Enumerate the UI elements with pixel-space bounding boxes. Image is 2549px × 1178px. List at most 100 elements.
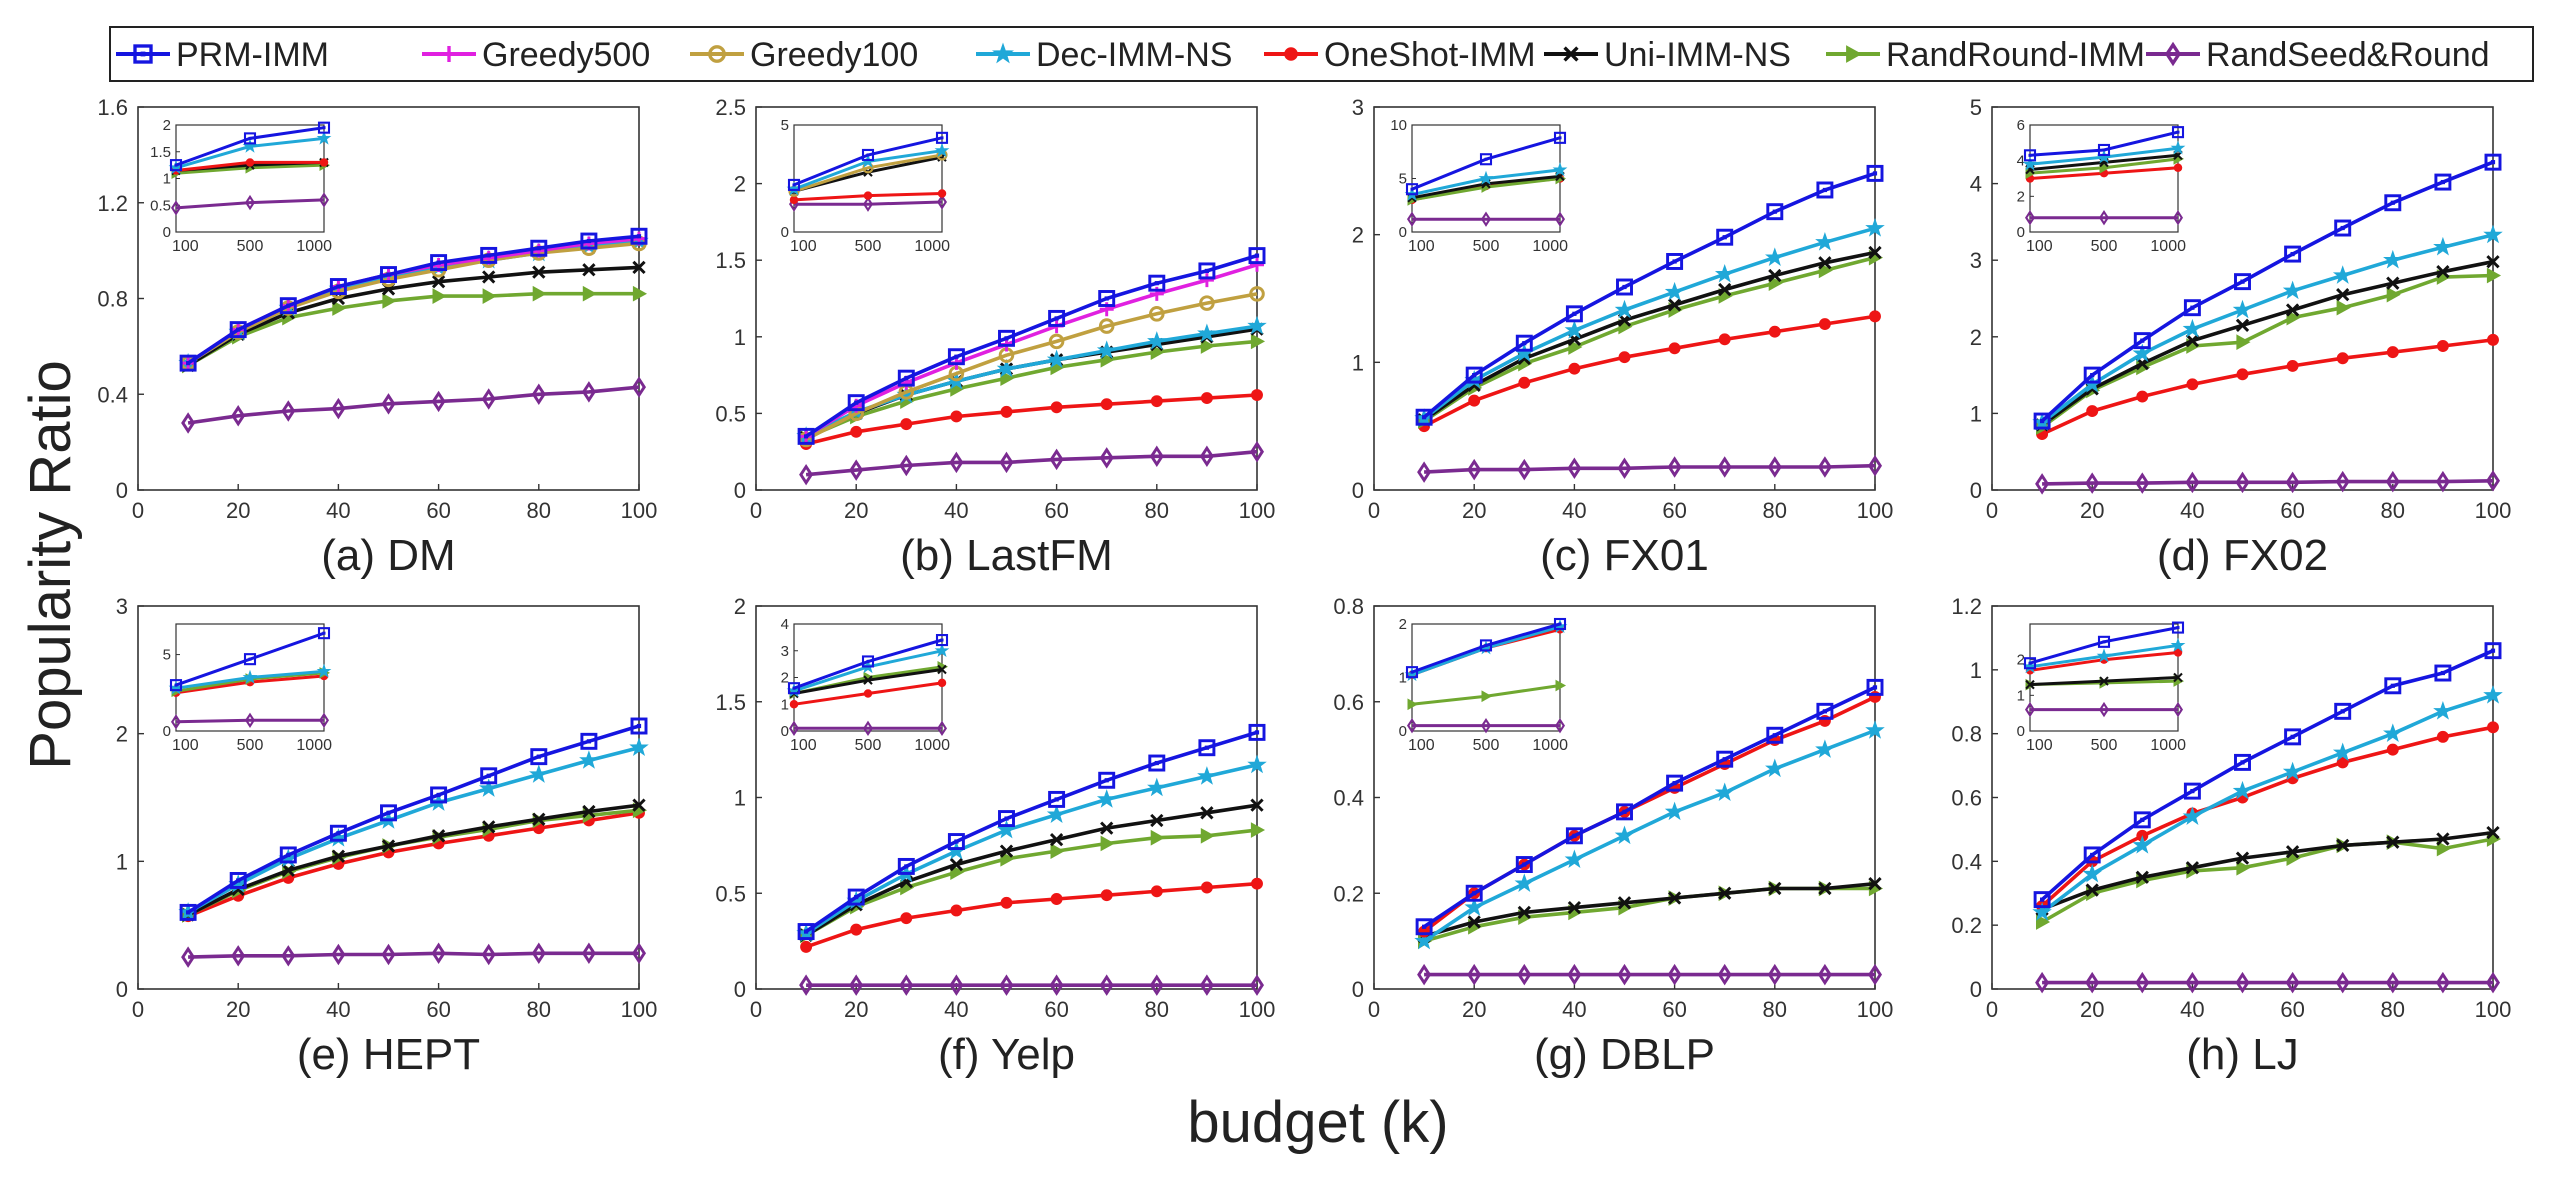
data-point — [1868, 877, 1882, 891]
y-tick-label: 0 — [1352, 977, 1364, 1002]
series-line — [188, 951, 639, 959]
inset-data-point — [2023, 657, 2037, 670]
data-point — [797, 923, 815, 941]
data-point — [2083, 366, 2101, 384]
inset-data-point — [169, 159, 183, 172]
inset-data-point — [2098, 701, 2110, 718]
data-point — [1667, 963, 1682, 986]
data-point — [1247, 754, 1267, 774]
y-tick-label: 5 — [1970, 95, 1982, 120]
x-tick-label: 40 — [326, 498, 350, 523]
data-point — [380, 266, 397, 284]
y-tick-label: 0.8 — [1951, 722, 1982, 747]
y-tick-label: 1.5 — [715, 690, 746, 715]
data-point — [996, 819, 1017, 839]
series-dec-imm-ns — [2032, 685, 2503, 921]
inset-data-point — [245, 158, 255, 167]
series-oneshot-imm — [800, 877, 1263, 953]
inset-series-line — [175, 718, 324, 724]
data-point — [1818, 318, 1831, 330]
data-point — [380, 804, 397, 822]
data-point — [1150, 395, 1163, 408]
inset-data-point — [935, 633, 949, 647]
data-point — [2386, 346, 2399, 359]
inset-data-point — [2172, 701, 2184, 718]
data-point — [2384, 677, 2402, 695]
data-point — [331, 943, 346, 966]
y-tick-label: 0 — [734, 977, 746, 1002]
data-point — [2335, 971, 2350, 994]
data-point — [2133, 332, 2151, 350]
data-point — [2033, 412, 2051, 430]
data-point — [181, 946, 196, 968]
data-point — [1467, 915, 1481, 929]
data-point — [279, 846, 297, 864]
inset-data-point — [862, 720, 874, 736]
data-point — [1148, 274, 1166, 292]
series-randseed-round — [799, 440, 1265, 486]
data-point — [2386, 835, 2400, 849]
y-tick-label: 0.2 — [1333, 881, 1364, 906]
data-point — [1766, 726, 1784, 744]
inset-data-point — [318, 192, 330, 208]
inset-x-tick-label: 1000 — [2150, 238, 2186, 255]
inset-data-point — [937, 189, 947, 198]
legend-marker — [441, 46, 457, 62]
y-tick-label: 3 — [1352, 95, 1364, 120]
data-point — [1514, 873, 1535, 892]
data-point — [850, 923, 863, 936]
inset-data-point — [1553, 617, 1567, 631]
inset-y-tick-label: 6 — [2017, 117, 2025, 134]
data-point — [2336, 299, 2351, 316]
y-tick-label: 2.5 — [715, 95, 746, 120]
data-point — [1564, 849, 1585, 869]
panel-title: (d) FX02 — [2157, 531, 2328, 580]
inset-series-randseed-round — [2024, 210, 2184, 226]
inset-series-randseed-round — [170, 712, 330, 730]
inset-series-dec-imm-ns — [2022, 637, 2186, 674]
series-line — [2041, 830, 2494, 911]
data-point — [1517, 458, 1532, 481]
data-point — [631, 376, 647, 398]
data-point — [2035, 971, 2050, 994]
data-point — [1198, 262, 1216, 280]
series-line — [805, 393, 1258, 446]
data-point — [530, 748, 548, 766]
data-point — [1200, 392, 1213, 405]
x-tick-label: 60 — [1662, 498, 1686, 523]
inset-data-point — [2171, 126, 2185, 139]
data-point — [1200, 806, 1214, 820]
data-point — [1150, 885, 1163, 898]
inset-data-point — [170, 714, 182, 730]
data-point — [1048, 333, 1065, 350]
data-point — [1664, 281, 1685, 301]
x-tick-label: 80 — [1763, 997, 1787, 1022]
data-point — [2185, 333, 2200, 348]
legend-label: RandRound-IMM — [1886, 36, 2145, 74]
data-point — [531, 942, 546, 964]
data-point — [231, 405, 246, 427]
data-point — [1098, 771, 1116, 789]
y-tick-label: 2 — [734, 594, 746, 619]
data-point — [847, 888, 865, 906]
data-point — [2486, 825, 2500, 840]
series-prm-imm — [179, 717, 648, 921]
data-point — [1667, 298, 1682, 312]
data-point — [580, 732, 598, 750]
data-point — [1149, 306, 1165, 322]
inset-data-point — [242, 138, 258, 153]
data-point — [1817, 963, 1832, 986]
data-point — [2435, 971, 2450, 994]
panel-title: (e) HEPT — [297, 1030, 480, 1079]
data-point — [1100, 398, 1113, 411]
series-line — [805, 292, 1258, 441]
inset-y-tick-label: 2 — [781, 670, 789, 687]
series-randseed-round — [799, 974, 1265, 996]
data-point — [2484, 642, 2502, 660]
data-point — [2182, 806, 2203, 825]
data-point — [2236, 334, 2251, 351]
data-point — [1865, 720, 1885, 739]
x-tick-label: 0 — [1368, 997, 1380, 1022]
data-point — [1098, 290, 1116, 307]
